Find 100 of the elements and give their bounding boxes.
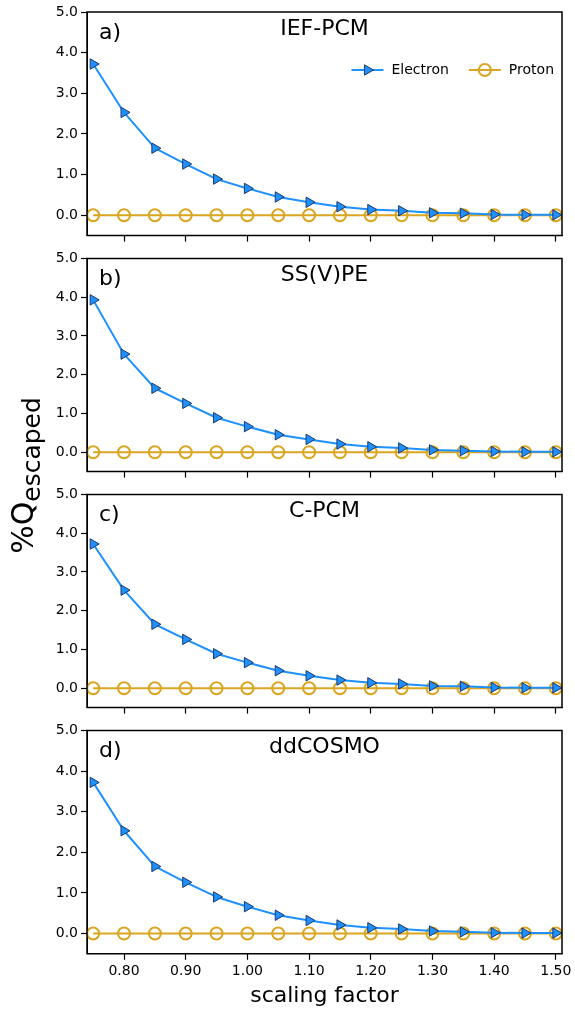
point <box>363 926 378 941</box>
point <box>89 294 100 306</box>
point <box>428 925 439 937</box>
point <box>89 58 100 70</box>
x-tick-label: 1.40 <box>478 961 510 978</box>
point <box>87 445 101 460</box>
point <box>87 208 101 223</box>
point <box>274 665 285 677</box>
point <box>517 926 532 941</box>
y-tick-label: 1.0 <box>55 883 78 900</box>
point <box>151 142 162 154</box>
point <box>182 633 193 646</box>
y-tick-label: 0.0 <box>55 678 78 695</box>
point <box>89 538 100 550</box>
point <box>302 681 317 696</box>
legend-label: Electron <box>391 60 449 77</box>
point <box>305 196 316 208</box>
point <box>178 926 193 941</box>
y-tick-label: 3.0 <box>55 83 78 100</box>
y-tick-label: 1.0 <box>55 404 78 421</box>
point <box>332 926 347 941</box>
point <box>552 682 562 694</box>
point <box>87 926 101 941</box>
point <box>367 441 378 453</box>
point <box>552 209 562 221</box>
point <box>89 776 100 789</box>
point <box>117 926 132 941</box>
point <box>425 208 440 223</box>
point <box>367 922 378 934</box>
point <box>147 208 162 223</box>
chart-title: C-PCM <box>289 497 360 523</box>
x-tick-label: 1.10 <box>293 961 325 978</box>
point <box>120 584 131 596</box>
y-tick-label: 3.0 <box>55 562 78 579</box>
y-tick-label: 4.0 <box>55 523 78 540</box>
point <box>243 900 254 913</box>
point <box>398 678 409 690</box>
x-tick-label: 1.50 <box>540 961 572 978</box>
y-tick-label: 4.0 <box>55 43 78 60</box>
y-tick-label: 5.0 <box>55 2 78 19</box>
point <box>147 926 162 941</box>
point <box>459 207 470 219</box>
y-tick-label: 2.0 <box>55 601 78 618</box>
point <box>425 926 440 941</box>
chart-title: SS(V)PE <box>280 261 369 287</box>
point <box>209 681 224 696</box>
point <box>243 182 254 195</box>
point <box>398 205 409 217</box>
point <box>213 891 224 903</box>
point <box>548 681 562 696</box>
y-tick-label: 1.0 <box>55 165 78 182</box>
chart-title: ddCOSMO <box>269 733 380 759</box>
y-tick-label: 2.0 <box>55 842 78 859</box>
y-tick-label: 4.0 <box>55 287 78 304</box>
point <box>271 681 286 696</box>
y-tick-label: 2.0 <box>55 365 78 382</box>
point <box>178 208 193 223</box>
point <box>517 445 532 460</box>
chart-title: IEF-PCM <box>280 14 369 40</box>
point <box>147 681 162 696</box>
point <box>456 208 471 223</box>
point <box>240 681 255 696</box>
point <box>151 618 162 630</box>
point <box>336 674 347 686</box>
point <box>151 382 162 394</box>
point <box>332 681 347 696</box>
point <box>240 445 255 460</box>
point <box>213 173 224 185</box>
point <box>243 420 254 433</box>
annotation: c) <box>99 501 120 527</box>
point <box>117 208 132 223</box>
point <box>87 681 101 696</box>
x-axis-title: scaling factor <box>250 981 400 1007</box>
point <box>517 681 532 696</box>
x-tick-label: 0.90 <box>170 961 202 978</box>
y-tick-label: 0.0 <box>55 442 78 459</box>
point <box>548 208 562 223</box>
annotation: b) <box>99 265 122 291</box>
point <box>363 681 378 696</box>
point <box>213 412 224 424</box>
point <box>117 445 132 460</box>
point <box>243 656 254 669</box>
point <box>456 681 471 696</box>
point <box>240 926 255 941</box>
x-tick-label: 1.20 <box>355 961 387 978</box>
point <box>117 681 132 696</box>
point <box>271 926 286 941</box>
point <box>332 445 347 460</box>
point <box>363 208 378 223</box>
y-tick-label: 5.0 <box>55 721 78 738</box>
point <box>398 442 409 454</box>
point <box>240 208 255 223</box>
y-tick-label: 3.0 <box>55 802 78 819</box>
point <box>552 446 562 458</box>
point <box>120 106 131 119</box>
point <box>425 681 440 696</box>
x-tick-label: 1.00 <box>231 961 263 978</box>
point <box>336 919 347 931</box>
point <box>305 670 316 682</box>
point <box>305 914 316 927</box>
